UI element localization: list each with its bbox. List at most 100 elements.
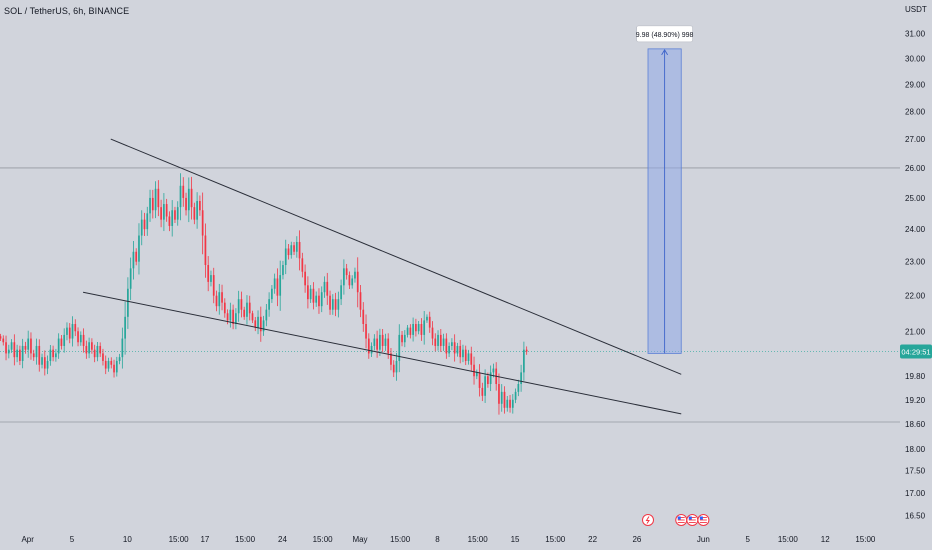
candle-body — [174, 210, 176, 220]
candle-body — [193, 207, 196, 220]
measure-label-box — [636, 25, 693, 43]
time-tick-label: 8 — [435, 535, 440, 544]
candle-body — [226, 313, 229, 321]
trendline — [82, 291, 682, 415]
price-tick-label: 23.00 — [905, 258, 926, 267]
candle-body — [187, 188, 190, 211]
candle-body — [467, 353, 470, 361]
candle-body — [240, 299, 243, 310]
candle-body — [82, 334, 85, 346]
candle-body — [88, 342, 90, 354]
time-axis[interactable]: Apr 5 10 15:00 17 15:00 24 15:00 May 15:00 8 15:00 1… — [21, 535, 875, 544]
symbol-title: SOL / TetherUS, 6h, BINANCE — [4, 6, 130, 16]
candle-body — [49, 349, 52, 361]
price-tick-label: 18.60 — [905, 420, 926, 429]
candle-body — [151, 197, 154, 211]
candle-body — [63, 334, 66, 346]
candle-body — [232, 309, 234, 325]
candle-body — [442, 338, 445, 346]
candle-body — [215, 295, 218, 307]
candle-body — [492, 368, 495, 373]
candle-body — [132, 251, 135, 269]
price-tag-box — [900, 344, 932, 359]
candle-body — [334, 299, 337, 310]
candle-body — [367, 338, 370, 354]
candle-body — [176, 207, 179, 220]
candle-body — [417, 324, 420, 332]
time-tick-label: 12 — [821, 535, 830, 544]
price-tick-label: 29.00 — [905, 80, 926, 89]
candle-body — [149, 197, 151, 214]
candle-body — [318, 295, 320, 307]
candle-body — [196, 200, 198, 220]
candle-body — [91, 342, 93, 350]
candle-body — [21, 345, 24, 361]
candle-body — [212, 275, 215, 296]
candle-body — [102, 353, 104, 361]
candle-body — [453, 342, 456, 354]
candle-body — [104, 360, 107, 369]
candle-body — [79, 334, 82, 343]
candle-body — [343, 268, 345, 286]
candle-body — [398, 334, 401, 361]
candle-body — [395, 360, 398, 373]
candle-body — [326, 281, 329, 296]
candle-body — [282, 265, 284, 276]
flag-canton — [688, 516, 692, 520]
candle-body — [99, 345, 102, 354]
candle-body — [221, 292, 223, 303]
candle-body — [356, 271, 359, 293]
candle-body — [434, 338, 437, 346]
candle-body — [284, 248, 287, 266]
candle-body — [437, 334, 439, 346]
candle-body — [262, 320, 265, 332]
time-tick-label: 15 — [511, 535, 520, 544]
currency-label: USDT — [905, 5, 927, 14]
time-tick-label: 22 — [588, 535, 597, 544]
candle-body — [218, 292, 221, 307]
events-row[interactable] — [642, 514, 710, 526]
candle-body — [168, 216, 171, 226]
candle-body — [376, 338, 378, 350]
candle-body — [2, 338, 5, 343]
measure-label: 9.98 (48.90%) 998 — [636, 25, 694, 43]
price-tick-label: 21.00 — [905, 327, 926, 336]
candle-body — [171, 210, 174, 226]
candle-body — [370, 345, 373, 354]
price-tick-label: 16.50 — [905, 512, 926, 521]
price-axis[interactable]: USDT 31.00 30.00 29.00 28.00 27.00 26.00 25.00… — [905, 5, 927, 521]
candle-body — [406, 327, 409, 335]
candle-body — [115, 360, 118, 373]
candle-body — [295, 241, 298, 252]
price-tick-label: 24.00 — [905, 225, 926, 234]
candle-body — [484, 376, 486, 396]
candle-body — [276, 278, 279, 296]
candle-body — [359, 292, 362, 310]
candle-body — [273, 278, 276, 289]
candle-body — [500, 391, 503, 404]
candle-body — [420, 324, 423, 335]
candle-body — [445, 338, 448, 354]
candle-body — [127, 288, 129, 317]
candle-body — [85, 345, 88, 354]
trendlines[interactable] — [82, 138, 682, 415]
candle-body — [265, 309, 268, 321]
candle-body — [129, 268, 132, 289]
candle-body — [426, 316, 428, 321]
candle-body — [381, 334, 384, 346]
candle-body — [489, 372, 492, 385]
candle-body — [473, 364, 475, 377]
candle-body — [13, 342, 16, 358]
candle-body — [68, 327, 71, 339]
candle-body — [428, 316, 431, 328]
candle-body — [384, 338, 387, 346]
time-tick-label: Jun — [697, 535, 710, 544]
candle-body — [30, 338, 32, 354]
candle-body — [5, 342, 7, 354]
price-tick-label: 17.50 — [905, 467, 926, 476]
candle-body — [340, 285, 342, 300]
candle-body — [199, 200, 201, 211]
candle-body — [412, 324, 414, 335]
measure-tool[interactable] — [647, 48, 682, 354]
